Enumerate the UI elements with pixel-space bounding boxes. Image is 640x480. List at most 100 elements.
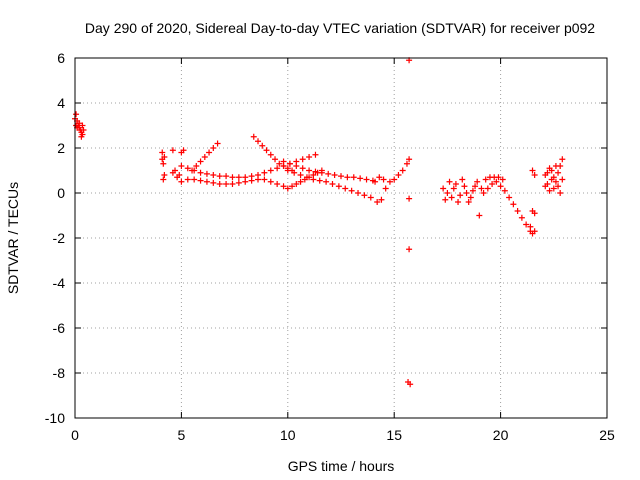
data-point xyxy=(542,183,549,190)
data-point xyxy=(78,133,85,140)
series-arc-11 xyxy=(372,174,387,185)
data-point xyxy=(518,214,525,221)
data-point xyxy=(374,199,381,205)
chart-title: Day 290 of 2020, Sidereal Day-to-day VTE… xyxy=(85,20,595,36)
data-point xyxy=(459,176,466,183)
data-point xyxy=(193,163,200,169)
x-tick-label: 10 xyxy=(280,427,296,443)
data-point xyxy=(406,246,413,253)
series-outliers xyxy=(405,57,414,388)
data-point xyxy=(297,172,304,178)
data-point xyxy=(467,194,474,201)
data-point xyxy=(223,181,230,187)
data-point xyxy=(297,178,304,185)
y-axis-label: SDTVAR / TECUs xyxy=(5,182,21,294)
series-arc-16 xyxy=(529,156,566,196)
data-point xyxy=(338,173,344,180)
data-point xyxy=(548,167,555,174)
data-point xyxy=(255,138,262,145)
x-tick-label: 0 xyxy=(71,427,79,443)
data-point xyxy=(229,181,236,187)
series-arc-4 xyxy=(178,176,291,192)
data-point xyxy=(235,174,242,181)
data-point xyxy=(335,183,342,190)
data-point xyxy=(276,160,283,167)
data-point xyxy=(250,133,257,140)
data-point xyxy=(291,169,298,176)
y-tick-label: -6 xyxy=(53,320,66,336)
data-point xyxy=(407,381,414,388)
data-point xyxy=(203,178,210,185)
data-point xyxy=(261,169,268,176)
series-arc-6 xyxy=(250,133,296,174)
data-point xyxy=(478,185,485,192)
data-point xyxy=(284,185,291,192)
data-point xyxy=(286,160,293,167)
data-point xyxy=(463,190,470,196)
data-point xyxy=(344,174,351,181)
data-point xyxy=(191,176,198,183)
x-tick-label: 25 xyxy=(599,427,615,443)
data-point xyxy=(482,176,489,183)
data-point xyxy=(161,172,168,178)
data-point xyxy=(206,149,213,156)
data-point xyxy=(299,156,306,163)
data-point xyxy=(523,221,530,228)
data-point xyxy=(484,185,491,192)
data-point xyxy=(178,163,185,169)
data-point xyxy=(248,177,255,184)
data-point xyxy=(280,183,287,190)
data-point xyxy=(557,163,564,169)
data-point xyxy=(457,192,464,199)
data-point xyxy=(259,142,266,149)
data-point xyxy=(293,163,300,169)
data-point xyxy=(531,210,538,217)
data-point xyxy=(267,178,274,185)
data-point xyxy=(210,145,217,151)
grid-lines xyxy=(74,57,608,419)
data-point xyxy=(178,178,185,185)
y-tick-label: -8 xyxy=(53,365,66,381)
y-tick-label: -10 xyxy=(45,410,65,426)
data-point xyxy=(510,201,517,208)
data-point xyxy=(235,179,242,186)
data-point xyxy=(357,175,364,182)
data-point xyxy=(289,183,296,190)
data-point xyxy=(446,178,453,185)
data-point xyxy=(348,187,355,194)
data-point xyxy=(274,181,281,187)
data-point xyxy=(223,173,230,180)
data-point xyxy=(331,172,338,178)
x-tick-label: 20 xyxy=(493,427,509,443)
data-point xyxy=(493,178,500,185)
data-point xyxy=(514,208,521,214)
data-point xyxy=(480,190,487,196)
data-point xyxy=(325,170,332,177)
y-tick-label: -2 xyxy=(53,230,66,246)
data-point xyxy=(531,228,538,235)
series-arc-15 xyxy=(527,208,538,237)
data-point xyxy=(169,147,176,154)
data-point xyxy=(363,176,370,183)
data-point xyxy=(546,187,553,194)
series-arc-9 xyxy=(289,167,325,190)
data-point xyxy=(544,169,551,176)
data-point xyxy=(403,160,410,167)
data-point xyxy=(452,181,459,187)
data-point xyxy=(472,183,479,190)
y-tick-label: 4 xyxy=(57,95,65,111)
data-point xyxy=(197,177,204,184)
data-point xyxy=(210,179,217,186)
data-point xyxy=(201,154,208,160)
series-arc-13 xyxy=(442,176,483,219)
data-point xyxy=(342,185,349,192)
data-point xyxy=(159,149,166,156)
data-point xyxy=(189,167,196,174)
data-point xyxy=(406,156,413,163)
data-point xyxy=(261,176,268,183)
data-point xyxy=(555,169,562,176)
data-point xyxy=(210,172,217,178)
data-point xyxy=(329,181,336,187)
